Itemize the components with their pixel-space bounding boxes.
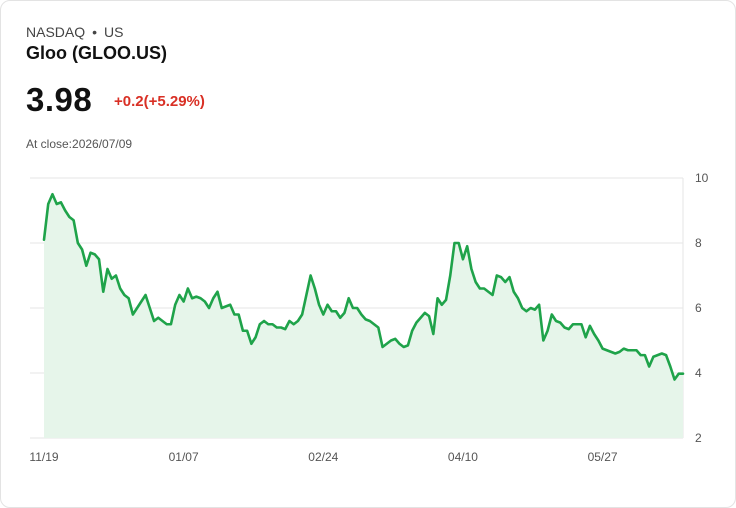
price-change: +0.2(+5.29%) <box>114 93 205 110</box>
y-tick-label: 6 <box>695 301 702 315</box>
region-label: US <box>104 24 124 40</box>
y-tick-label: 4 <box>695 366 702 380</box>
y-tick-label: 10 <box>695 171 709 185</box>
area-fill <box>44 194 683 438</box>
current-price: 3.98 <box>26 81 93 118</box>
exchange-line: NASDAQ • US <box>26 24 123 40</box>
close-label: At close: <box>26 137 73 151</box>
stock-name: Gloo (GLOO.US) <box>26 43 167 63</box>
x-tick-label: 11/19 <box>29 450 58 464</box>
x-tick-label: 02/24 <box>308 450 338 464</box>
x-tick-label: 01/07 <box>169 450 199 464</box>
line-layer <box>42 192 685 381</box>
price-line <box>42 192 685 381</box>
exchange-name: NASDAQ <box>26 24 86 40</box>
area-layer <box>44 194 683 438</box>
x-tick-label: 04/10 <box>448 450 478 464</box>
axis-layer: 2 4 6 8 10 11/19 01/07 02/24 04/10 05/27 <box>29 171 708 464</box>
y-tick-label: 8 <box>695 236 702 250</box>
y-tick-label: 2 <box>695 431 702 445</box>
close-info: At close:2026/07/09 <box>26 137 132 151</box>
x-tick-label: 05/27 <box>588 450 618 464</box>
close-date: 2026/07/09 <box>72 137 133 151</box>
separator-dot: • <box>92 24 98 40</box>
